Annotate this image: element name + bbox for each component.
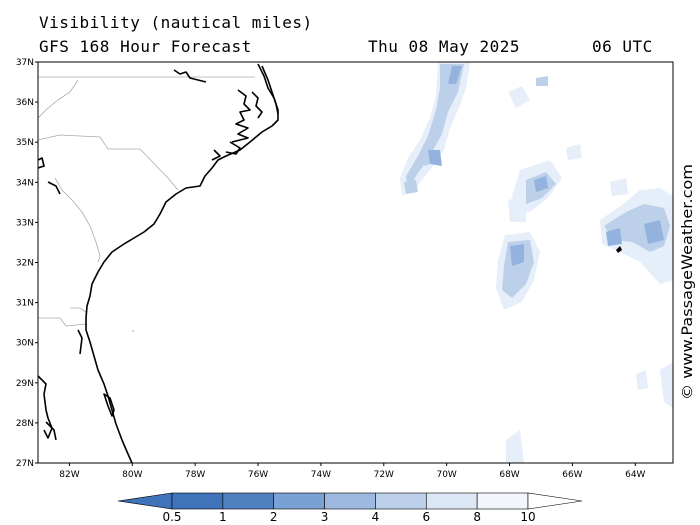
- island: [77, 329, 83, 355]
- legend-label: 8: [473, 510, 481, 524]
- coastline: [38, 63, 279, 463]
- lon-tick-label: 78W: [185, 470, 205, 480]
- fog-patch: [606, 228, 622, 246]
- legend-swatch: [425, 492, 478, 510]
- island: [103, 393, 115, 417]
- lon-tick-label: 80W: [122, 470, 142, 480]
- lon-tick-label: 72W: [374, 470, 394, 480]
- lat-tick-label: 37N: [16, 58, 34, 68]
- lat-tick-label: 34N: [16, 178, 34, 188]
- sound-shore: [211, 149, 221, 161]
- legend-label: 2: [270, 510, 278, 524]
- forecast-time: 06 UTC: [592, 37, 653, 56]
- legend-label: 0.5: [162, 510, 181, 524]
- fog-patch: [660, 362, 673, 408]
- visibility-shading: [400, 62, 673, 463]
- fog-patch: [566, 144, 582, 160]
- legend-arrow-low: [117, 492, 173, 510]
- lat-tick-label: 27N: [16, 459, 34, 469]
- chart-title: Visibility (nautical miles): [39, 13, 313, 32]
- legend-colorbar: [117, 492, 583, 510]
- island: [45, 421, 57, 441]
- fog-patch: [502, 240, 534, 298]
- lat-tick-label: 32N: [16, 259, 34, 269]
- lat-tick-label: 35N: [16, 138, 34, 148]
- lat-tick-label: 30N: [16, 339, 34, 349]
- longitude-ticks: 82W 80W 78W 76W 74W 72W 70W 68W 66W 64W: [59, 463, 646, 480]
- lat-tick-label: 28N: [16, 419, 34, 429]
- lon-tick-label: 64W: [625, 470, 645, 480]
- fog-patch: [610, 178, 628, 196]
- fog-patch: [428, 150, 442, 166]
- lon-tick-label: 74W: [311, 470, 331, 480]
- bermuda-island: [616, 246, 622, 253]
- fog-patch: [510, 244, 524, 266]
- legend-label: 4: [372, 510, 380, 524]
- lon-tick-label: 82W: [59, 470, 79, 480]
- outer-banks: [261, 65, 279, 115]
- state-borders: [38, 76, 255, 333]
- lon-tick-label: 70W: [436, 470, 456, 480]
- lon-tick-label: 76W: [248, 470, 268, 480]
- lat-tick-label: 36N: [16, 98, 34, 108]
- island: [47, 181, 61, 195]
- fog-patch: [536, 76, 548, 86]
- fog-patch: [448, 66, 462, 84]
- legend-label: 6: [422, 510, 430, 524]
- fog-patch: [636, 370, 648, 390]
- legend-swatch: [222, 492, 275, 510]
- legend-labels: 0.5 1 2 3 4 6 8 10: [162, 510, 535, 524]
- lon-tick-label: 66W: [562, 470, 582, 480]
- fog-patch: [508, 196, 526, 222]
- island: [38, 375, 53, 439]
- coastline-main: [85, 63, 279, 463]
- state-border: [38, 134, 179, 191]
- sound-shore: [225, 141, 241, 155]
- legend-swatch: [171, 492, 224, 510]
- sound-shore: [251, 91, 263, 119]
- island: [38, 157, 45, 169]
- sound-shore: [231, 89, 251, 143]
- credit-text: © www.PassageWeather.com: [680, 164, 696, 400]
- lat-tick-label: 29N: [16, 379, 34, 389]
- legend-swatch: [273, 492, 325, 510]
- fog-patch: [534, 176, 548, 192]
- legend-label: 10: [520, 510, 535, 524]
- legend-arrow-high: [527, 492, 583, 510]
- state-border: [131, 329, 135, 333]
- legend-swatch: [375, 492, 427, 510]
- latitude-ticks: 37N 36N 35N 34N 33N 32N 31N 30N 29N 28N 27N: [16, 58, 38, 469]
- forecast-date: Thu 08 May 2025: [368, 37, 520, 56]
- fog-patch: [506, 430, 524, 463]
- credit-watermark: © www.PassageWeather.com: [680, 164, 696, 400]
- lon-tick-label: 68W: [499, 470, 519, 480]
- lat-tick-label: 33N: [16, 218, 34, 228]
- fog-patch: [406, 64, 464, 190]
- legend-label: 1: [219, 510, 227, 524]
- legend-swatch: [476, 492, 529, 510]
- fog-patch: [404, 180, 418, 194]
- lat-tick-label: 31N: [16, 299, 34, 309]
- forecast-label: GFS 168 Hour Forecast: [39, 37, 252, 56]
- sound-shore: [173, 69, 207, 83]
- state-border: [38, 79, 79, 119]
- legend-label: 3: [321, 510, 329, 524]
- fog-patch: [508, 86, 530, 108]
- state-border: [54, 177, 101, 263]
- legend-swatch: [324, 492, 376, 510]
- fog-patch: [644, 220, 664, 244]
